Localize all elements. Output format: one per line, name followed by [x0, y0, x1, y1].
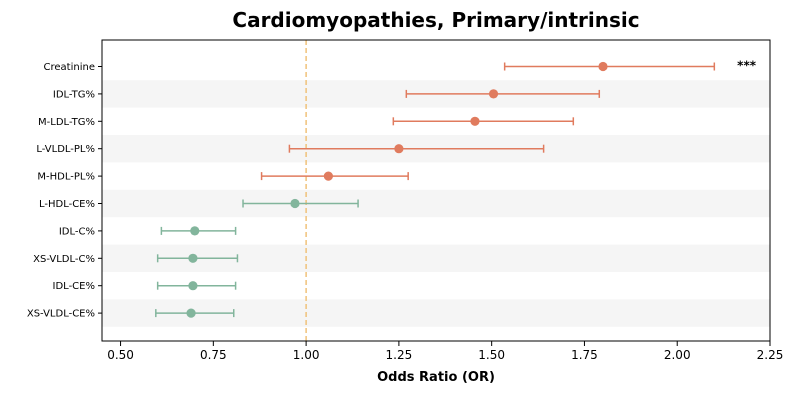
or-point	[488, 89, 499, 99]
or-point	[290, 198, 300, 209]
y-tick-label: XS-VLDL-C%	[33, 254, 95, 265]
x-tick-label: 1.25	[386, 348, 413, 362]
x-tick-label: 0.75	[200, 348, 227, 362]
x-axis-label: Odds Ratio (OR)	[377, 370, 495, 385]
forest-row: XS-VLDL-CE%	[27, 308, 235, 320]
forest-row: M-LDL-TG%	[38, 116, 575, 128]
y-tick-label: M-HDL-PL%	[37, 172, 95, 183]
y-tick-label: IDL-C%	[59, 226, 95, 237]
or-point	[186, 308, 196, 318]
forest-row: IDL-TG%	[53, 89, 601, 100]
forest-row: L-VLDL-PL%	[36, 144, 545, 155]
row-band	[102, 189, 770, 218]
y-tick-label: IDL-TG%	[53, 89, 95, 100]
y-tick-label: XS-VLDL-CE%	[27, 309, 95, 320]
forest-row: XS-VLDL-C%	[33, 253, 239, 265]
x-tick-label: 1.75	[571, 348, 598, 362]
x-tick-label: 1.50	[478, 348, 505, 362]
or-point	[188, 253, 198, 263]
significance-label: ***	[737, 59, 757, 73]
y-tick-label: L-HDL-CE%	[39, 199, 95, 210]
chart-title: Cardiomyopathies, Primary/intrinsic	[232, 8, 640, 32]
or-point	[323, 171, 333, 181]
x-tick-label: 1.00	[293, 348, 320, 362]
forest-row: L-HDL-CE%	[39, 198, 359, 210]
x-tick-label: 2.00	[664, 348, 691, 362]
y-tick-label: Creatinine	[44, 62, 95, 73]
forest-row: Creatinine ***	[44, 59, 757, 74]
x-tick-label: 2.25	[757, 348, 784, 362]
y-tick-label: M-LDL-TG%	[38, 117, 95, 128]
x-tick-label: 0.50	[107, 348, 134, 362]
forest-row: IDL-C%	[59, 226, 237, 237]
forest-row: IDL-CE%	[53, 281, 237, 292]
or-point	[394, 144, 404, 154]
y-tick-label: IDL-CE%	[53, 281, 95, 292]
or-point	[470, 116, 480, 126]
or-point	[190, 226, 200, 236]
y-tick-label: L-VLDL-PL%	[36, 144, 95, 155]
or-point	[188, 281, 198, 291]
forest-row: M-HDL-PL%	[37, 171, 409, 183]
or-point	[598, 61, 608, 72]
plot-frame	[101, 39, 771, 342]
